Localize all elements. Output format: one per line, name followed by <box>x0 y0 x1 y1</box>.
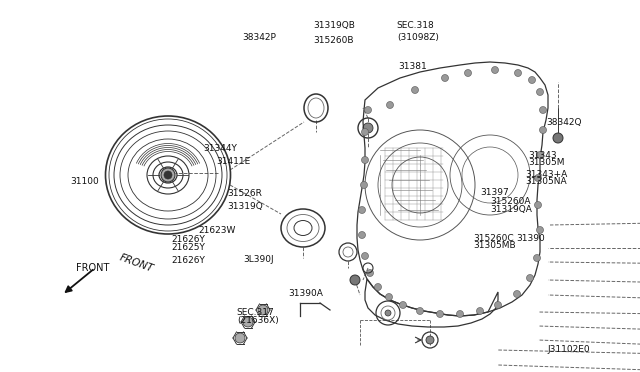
Circle shape <box>243 317 253 327</box>
Text: 31343+A: 31343+A <box>525 170 567 179</box>
Text: 31305M: 31305M <box>529 158 565 167</box>
Circle shape <box>374 283 381 291</box>
Text: 3L390J: 3L390J <box>243 255 274 264</box>
Circle shape <box>358 231 365 238</box>
Circle shape <box>436 311 444 317</box>
Text: SEC.318: SEC.318 <box>397 21 435 30</box>
Text: J31102E0: J31102E0 <box>548 345 591 354</box>
Text: 31305NA: 31305NA <box>525 177 566 186</box>
Circle shape <box>492 67 499 74</box>
Text: SEC.317: SEC.317 <box>237 308 275 317</box>
Text: 31305MB: 31305MB <box>474 241 516 250</box>
Circle shape <box>442 74 449 81</box>
Circle shape <box>540 106 547 113</box>
Circle shape <box>426 336 434 344</box>
Text: 31381: 31381 <box>398 62 427 71</box>
Circle shape <box>529 77 536 83</box>
Circle shape <box>363 123 373 133</box>
Circle shape <box>465 70 472 77</box>
Text: 31319QA: 31319QA <box>490 205 532 214</box>
Text: 21625Y: 21625Y <box>172 243 205 252</box>
Circle shape <box>536 89 543 96</box>
Circle shape <box>360 182 367 189</box>
Circle shape <box>350 275 360 285</box>
Circle shape <box>399 301 406 308</box>
Circle shape <box>417 308 424 314</box>
Circle shape <box>527 275 534 282</box>
Circle shape <box>164 171 172 179</box>
Circle shape <box>513 291 520 298</box>
Text: FRONT: FRONT <box>118 252 155 274</box>
Circle shape <box>540 126 547 134</box>
Text: 31390: 31390 <box>516 234 545 243</box>
Circle shape <box>412 87 419 93</box>
Text: 38342P: 38342P <box>242 33 276 42</box>
Circle shape <box>362 128 369 135</box>
Circle shape <box>362 253 369 260</box>
Text: (31098Z): (31098Z) <box>397 33 438 42</box>
Circle shape <box>536 151 543 158</box>
Circle shape <box>358 206 365 214</box>
Text: 31319QB: 31319QB <box>314 21 355 30</box>
Circle shape <box>456 311 463 317</box>
Circle shape <box>495 301 502 308</box>
Circle shape <box>235 333 245 343</box>
Circle shape <box>367 269 374 276</box>
Text: 31526R: 31526R <box>227 189 262 198</box>
Text: 31397: 31397 <box>480 188 509 197</box>
Circle shape <box>385 294 392 301</box>
Text: 31390A: 31390A <box>288 289 323 298</box>
Text: 31319Q: 31319Q <box>227 202 263 211</box>
Circle shape <box>362 157 369 164</box>
Text: 315260B: 315260B <box>314 36 354 45</box>
Text: 31100: 31100 <box>70 177 99 186</box>
Text: 31344Y: 31344Y <box>204 144 237 153</box>
Circle shape <box>534 202 541 208</box>
Text: 31343: 31343 <box>529 151 557 160</box>
Circle shape <box>553 133 563 143</box>
Circle shape <box>258 305 268 315</box>
Circle shape <box>477 308 483 314</box>
Text: 21626Y: 21626Y <box>172 235 205 244</box>
Circle shape <box>534 174 541 182</box>
Text: 31411E: 31411E <box>216 157 251 166</box>
Text: 21626Y: 21626Y <box>172 256 205 265</box>
Circle shape <box>387 102 394 109</box>
Circle shape <box>515 70 522 77</box>
Circle shape <box>161 168 175 182</box>
Text: 315260A: 315260A <box>490 197 531 206</box>
Text: FRONT: FRONT <box>76 263 109 273</box>
Circle shape <box>536 227 543 234</box>
Text: 38342Q: 38342Q <box>547 118 582 127</box>
Circle shape <box>534 254 541 262</box>
Text: (21636X): (21636X) <box>237 316 278 325</box>
Text: 21623W: 21623W <box>198 226 236 235</box>
Text: 315260C: 315260C <box>474 234 514 243</box>
Circle shape <box>365 106 371 113</box>
Circle shape <box>385 310 391 316</box>
